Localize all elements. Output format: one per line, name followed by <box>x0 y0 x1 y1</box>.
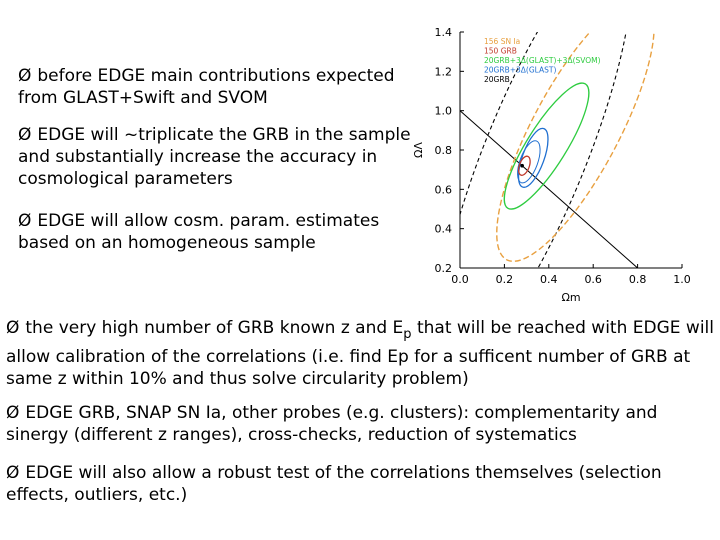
y-tick-label: 0.2 <box>435 262 453 275</box>
contour-20grb-outer <box>460 32 632 268</box>
x-axis-label: Ωm <box>561 291 580 304</box>
best-fit-point <box>520 163 524 168</box>
contour-glast-inner <box>517 140 541 184</box>
y-tick-label: 1.2 <box>435 65 453 78</box>
y-tick-label: 1.0 <box>435 105 453 118</box>
contour-glast-svom <box>503 82 590 210</box>
legend-entry: 150 GRB <box>484 47 517 56</box>
arrow-bullet-icon: Ø <box>6 318 20 338</box>
arrow-bullet-icon: Ø <box>6 463 20 483</box>
subscript-p: p <box>403 327 412 342</box>
x-tick-label: 1.0 <box>673 273 691 286</box>
bullet-text-cont: that will be reached with EDGE will allo… <box>6 318 714 389</box>
contour-sn-ia <box>496 32 655 262</box>
bullet-text: EDGE GRB, SNAP SN Ia, other probes (e.g.… <box>6 403 658 445</box>
x-tick-label: 0.6 <box>584 273 602 286</box>
x-tick-label: 0.0 <box>451 273 469 286</box>
arrow-bullet-icon: Ø <box>18 125 32 145</box>
x-tick-label: 0.4 <box>540 273 558 286</box>
x-tick-label: 0.8 <box>629 273 647 286</box>
flat-universe-line <box>460 109 639 268</box>
contour-group <box>460 32 655 268</box>
bullet-text: the very high number of GRB known z and … <box>25 318 404 338</box>
bullet-complementarity: Ø EDGE GRB, SNAP SN Ia, other probes (e.g… <box>6 402 716 446</box>
y-tick-label: 1.4 <box>435 26 453 39</box>
bullet-robust-test: Ø EDGE will also allow a robust test of t… <box>6 462 716 506</box>
bullet-text: EDGE will allow cosm. param. estimates b… <box>18 211 380 253</box>
y-tick-label: 0.4 <box>435 223 453 236</box>
bullet-homogeneous-sample: Ø EDGE will allow cosm. param. estimates … <box>18 210 418 254</box>
legend-entry: 20GRB+3Δ(GLAST)+3Δ(SVOM) <box>484 56 601 65</box>
bullet-text: before EDGE main contributions expected … <box>18 66 395 108</box>
arrow-bullet-icon: Ø <box>18 211 32 231</box>
y-axis-label: ΩΛ <box>412 142 425 158</box>
legend-entry: 20GRB <box>484 75 510 84</box>
contour-150grb <box>517 155 531 176</box>
bullet-triplicate-grb: Ø EDGE will ~triplicate the GRB in the sa… <box>18 124 418 190</box>
legend-entry: 20GRB+3Δ(GLAST) <box>484 66 556 75</box>
arrow-bullet-icon: Ø <box>18 66 32 86</box>
bullet-text: EDGE will ~triplicate the GRB in the sam… <box>18 125 411 189</box>
contour-glast <box>517 127 549 188</box>
x-tick-label: 0.2 <box>496 273 514 286</box>
arrow-bullet-icon: Ø <box>6 403 20 423</box>
legend-entry: 156 SN Ia <box>484 37 520 46</box>
bullet-text: EDGE will also allow a robust test of th… <box>6 463 662 505</box>
cosmology-contour-plot: 0.20.40.60.81.01.21.40.0 0.2 0.4 0.6 0.8 1.0Ω… <box>412 26 691 304</box>
y-tick-label: 0.6 <box>435 183 453 196</box>
y-tick-label: 0.8 <box>435 144 453 157</box>
